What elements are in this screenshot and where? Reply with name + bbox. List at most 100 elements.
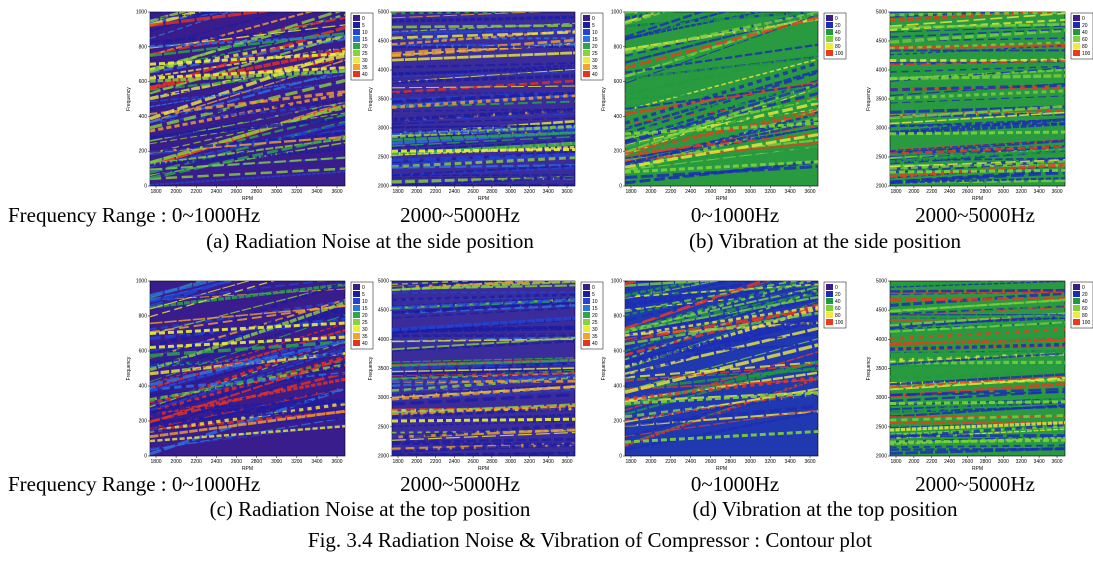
contour-streak	[890, 387, 1065, 397]
x-tick-label: 2200	[430, 459, 441, 465]
legend-swatch	[826, 298, 833, 304]
legend-swatch	[353, 298, 360, 304]
y-tick-label: 200	[614, 149, 623, 155]
contour-streak	[392, 135, 575, 149]
x-tick-label: 3400	[311, 189, 322, 195]
contour-streak	[150, 372, 345, 423]
legend-label: 30	[592, 58, 598, 64]
contour-band	[150, 66, 345, 80]
contour-streak	[625, 141, 818, 162]
contour-streak	[890, 321, 1065, 333]
contour-streak	[392, 135, 575, 147]
contour-streak	[890, 444, 1065, 449]
x-tick-label: 2000	[411, 189, 422, 195]
x-tick-label: 2800	[251, 189, 262, 195]
legend-swatch	[826, 284, 833, 290]
contour-streak	[625, 281, 793, 317]
contour-streak	[392, 281, 492, 286]
x-tick-label: 2200	[665, 459, 676, 465]
x-tick-label: 3200	[291, 189, 302, 195]
contour-band	[890, 438, 1065, 444]
contour-streak	[625, 283, 818, 298]
x-tick-label: 1800	[150, 459, 161, 465]
legend-swatch	[1073, 22, 1080, 28]
contour-streak	[150, 102, 345, 140]
contour-streak	[890, 105, 1065, 120]
contour-streak	[625, 81, 818, 116]
contour-streak	[392, 437, 575, 444]
contour-streak	[392, 336, 575, 351]
legend-swatch	[353, 43, 360, 49]
contour-streak	[150, 329, 345, 390]
x-tick-label: 2000	[171, 459, 182, 465]
y-tick-label: 2500	[378, 424, 389, 430]
contour-fill	[890, 281, 1065, 455]
contour-streak	[150, 424, 345, 443]
contour-streak	[392, 413, 575, 423]
range-label: 2000~5000Hz	[915, 203, 1035, 227]
contour-band	[625, 391, 818, 405]
y-tick-label: 800	[139, 314, 148, 320]
y-axis-label: Frequency	[368, 87, 374, 111]
contour-streak	[625, 12, 818, 54]
legend-label: 0	[592, 285, 595, 291]
contour-streak	[625, 311, 818, 346]
contour-streak	[392, 374, 575, 383]
legend-swatch	[826, 319, 833, 325]
contour-streak	[625, 120, 818, 165]
contour-streak	[890, 423, 1065, 440]
contour-streak	[625, 61, 818, 125]
contour-streak	[890, 377, 1065, 391]
legend-swatch	[353, 305, 360, 311]
contour-streak	[392, 30, 575, 40]
contour-streak	[890, 82, 1065, 97]
x-tick-label: 3600	[561, 459, 572, 465]
x-tick-label: 3200	[524, 189, 535, 195]
contour-streak	[150, 288, 345, 301]
contour-fill	[150, 12, 345, 186]
x-axis-label: RPM	[716, 196, 727, 202]
contour-streak	[625, 281, 714, 299]
contour-streak	[890, 65, 1065, 73]
legend-swatch	[583, 333, 590, 339]
contour-streak	[890, 177, 1065, 184]
contour-streak	[625, 281, 733, 308]
contour-streak	[150, 12, 153, 13]
contour-streak	[392, 85, 575, 89]
contour-streak	[890, 83, 1065, 92]
x-tick-label: 3200	[291, 459, 302, 465]
contour-streak	[392, 370, 575, 378]
contour-streak	[625, 290, 818, 305]
contour-fill	[625, 281, 818, 451]
legend-label: 0	[835, 285, 838, 291]
contour-streak	[392, 183, 575, 186]
legend-label: 10	[362, 30, 368, 36]
legend-swatch	[826, 305, 833, 311]
contour-streak	[625, 12, 818, 60]
x-tick-label: 2000	[171, 189, 182, 195]
contour-streak	[150, 99, 345, 118]
legend-swatch	[826, 312, 833, 318]
contour-streak	[625, 133, 818, 169]
x-tick-label: 1800	[392, 189, 403, 195]
x-tick-label: 3400	[543, 189, 554, 195]
legend-label: 20	[1082, 23, 1088, 29]
y-axis-label: Frequency	[866, 87, 872, 111]
contour-streak	[625, 93, 818, 158]
contour-streak	[150, 305, 345, 325]
x-tick-label: 2800	[486, 189, 497, 195]
contour-streak	[890, 291, 1065, 296]
contour-streak	[625, 160, 818, 185]
contour-streak	[890, 425, 1065, 436]
legend-swatch	[1073, 312, 1080, 318]
contour-streak	[890, 122, 1065, 136]
legend-label: 30	[592, 327, 598, 333]
contour-streak	[890, 61, 1065, 75]
contour-streak	[392, 74, 575, 84]
contour-streak	[890, 281, 1065, 288]
contour-streak	[150, 134, 345, 180]
contour-streak	[890, 288, 1065, 293]
legend-label: 20	[1082, 292, 1088, 298]
